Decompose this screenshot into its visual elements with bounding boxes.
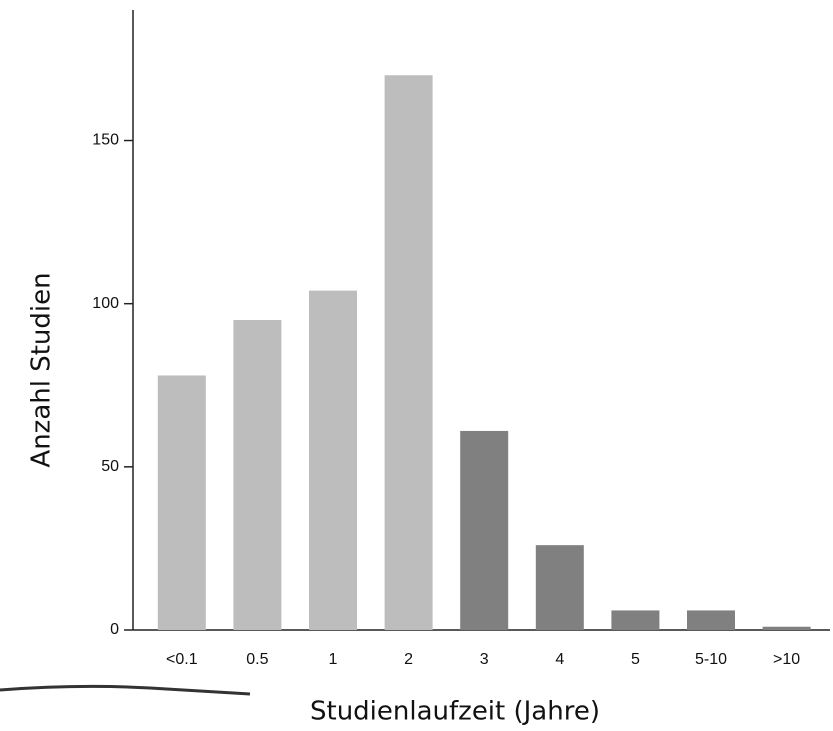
- bar: [309, 290, 357, 630]
- x-tick-label: 2: [404, 651, 413, 668]
- y-tick-label: 0: [110, 621, 119, 638]
- x-axis-title: Studienlaufzeit (Jahre): [310, 697, 600, 727]
- bar: [460, 430, 509, 630]
- x-tick-label: 1: [329, 651, 338, 668]
- x-tick-label: 4: [555, 651, 564, 668]
- bar: [611, 610, 660, 630]
- bar: [233, 320, 282, 630]
- bar: [762, 626, 811, 630]
- y-tick-label: 100: [92, 295, 119, 312]
- bar: [384, 75, 433, 630]
- x-tick-label: 0.5: [246, 651, 268, 668]
- y-axis-title: Anzahl Studien: [27, 272, 57, 467]
- bar: [157, 375, 206, 630]
- bar: [535, 545, 584, 630]
- x-tick-label: >10: [773, 651, 800, 668]
- background-sketch: [0, 684, 251, 696]
- bar: [687, 610, 735, 630]
- x-tick-label: 5-10: [695, 651, 727, 668]
- x-tick-label: 5: [631, 651, 640, 668]
- y-tick-label: 150: [92, 132, 119, 149]
- x-tick-label: <0.1: [166, 651, 198, 668]
- y-tick-label: 50: [101, 458, 119, 475]
- x-tick-label: 3: [480, 651, 489, 668]
